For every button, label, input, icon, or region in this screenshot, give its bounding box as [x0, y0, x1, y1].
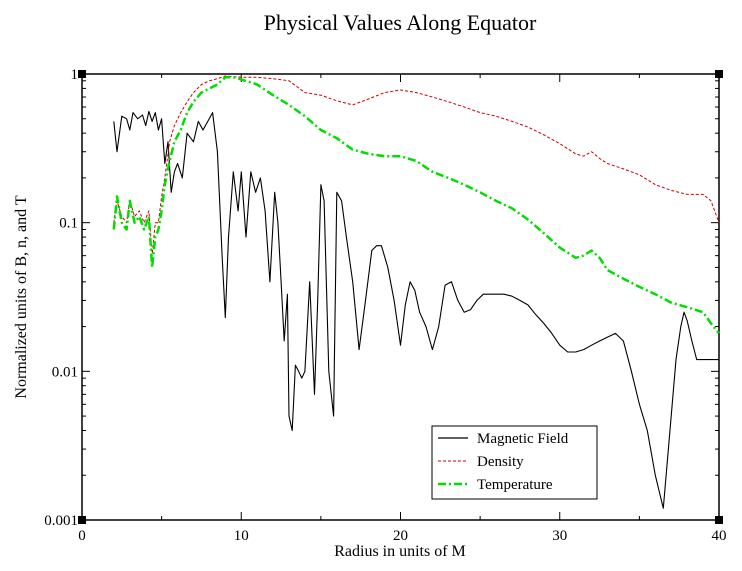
axis-tick-labels: 0 10 20 30 40 0.001 0.01 0.1 1	[44, 67, 726, 544]
series-line-density	[113, 75, 720, 257]
x-tick-label: 20	[393, 528, 408, 544]
series-line-temperature	[112, 76, 720, 335]
y-tick-label: 0.01	[52, 364, 78, 380]
y-tick-label: 0.1	[59, 216, 78, 232]
series-line-magnetic-field	[113, 110, 719, 509]
x-axis-label: Radius in units of M	[334, 543, 466, 560]
x-tick-label: 10	[234, 528, 249, 544]
y-tick-label: 0.001	[44, 513, 78, 529]
chart-title: Physical Values Along Equator	[264, 10, 537, 35]
x-tick-label: 30	[552, 528, 567, 544]
y-axis-label: Normalized units of B, n, and T	[13, 195, 30, 398]
series-layer	[112, 75, 720, 509]
legend-label-temperature: Temperature	[477, 477, 553, 493]
legend-label-magnetic-field: Magnetic Field	[477, 431, 569, 447]
axis-ticks	[81, 73, 720, 521]
legend: Magnetic Field Density Temperature	[431, 425, 598, 500]
legend-label-density: Density	[477, 454, 524, 470]
plot-frame	[81, 73, 720, 521]
y-tick-label: 1	[71, 67, 79, 83]
x-tick-label: 40	[712, 528, 727, 544]
x-tick-label: 0	[78, 528, 86, 544]
